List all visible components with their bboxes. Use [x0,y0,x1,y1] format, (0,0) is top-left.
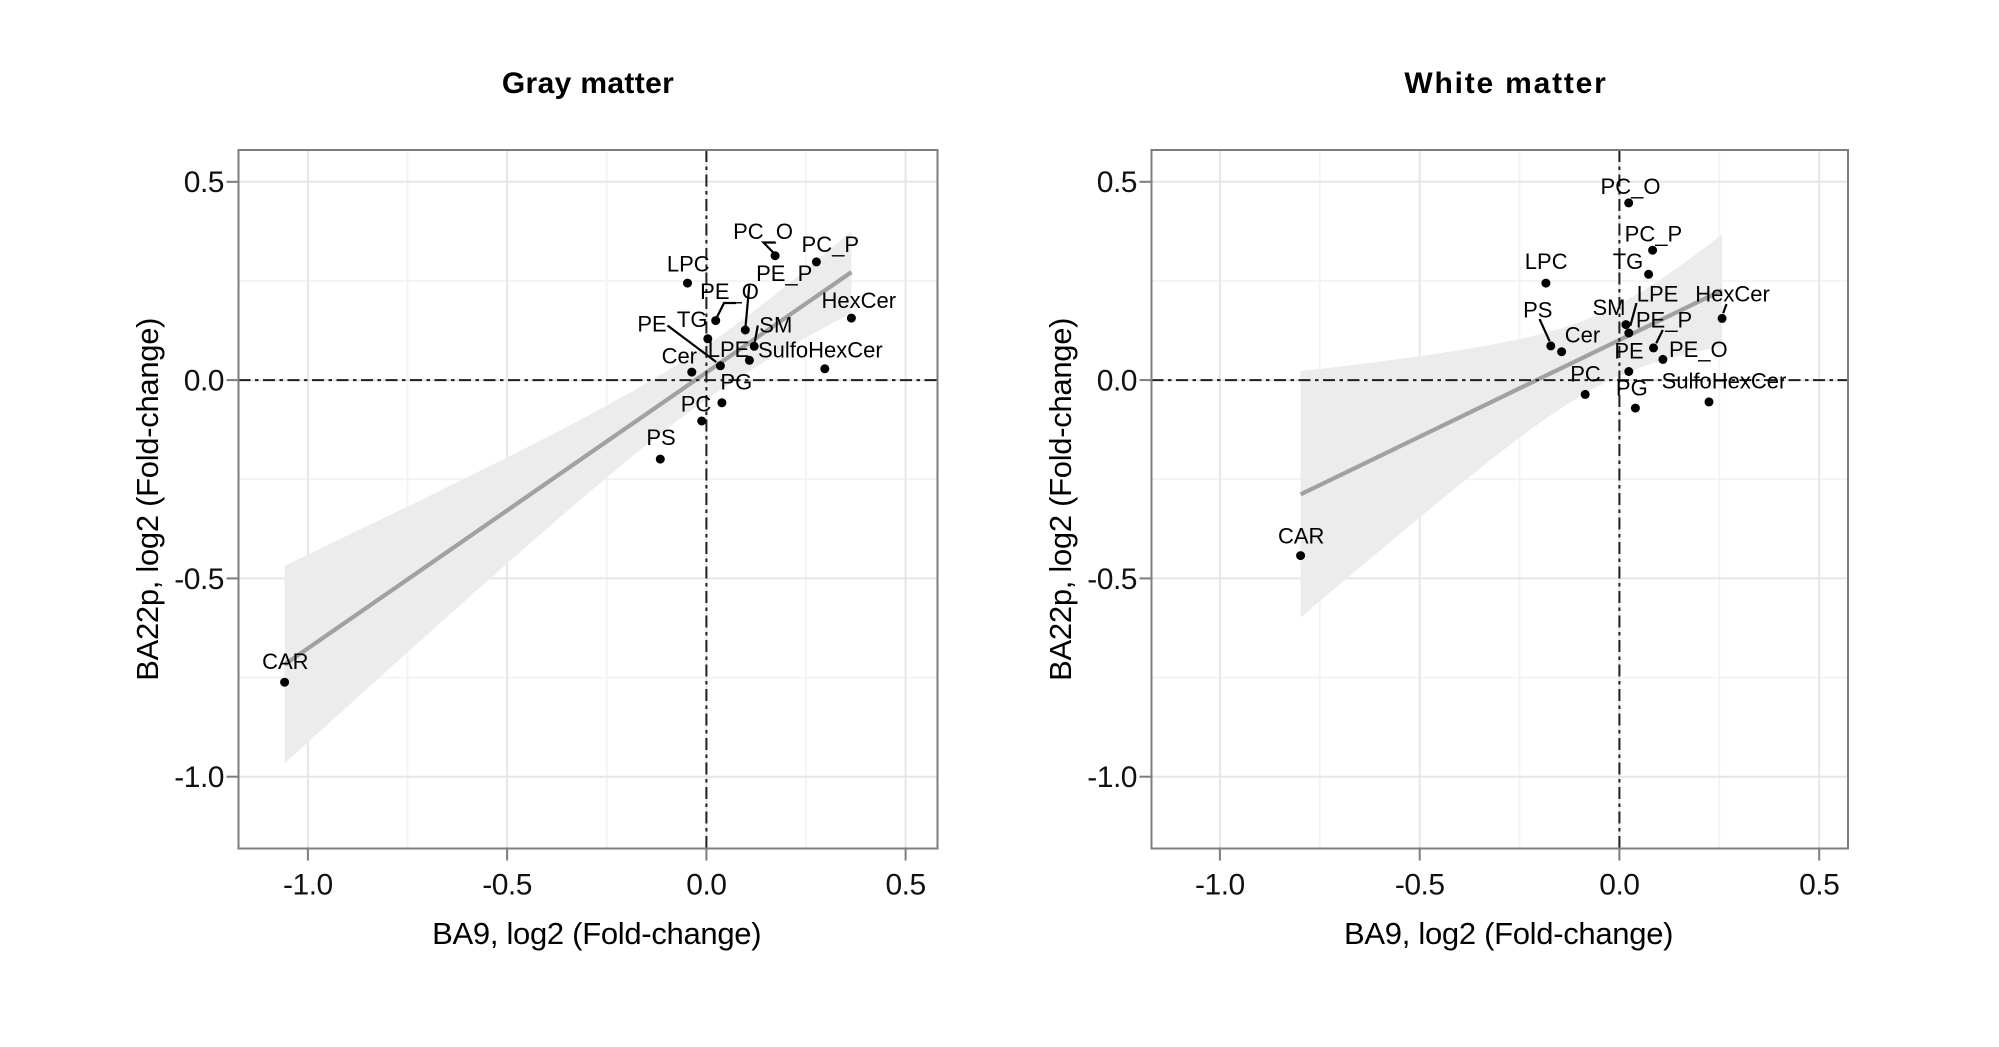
svg-text:PE: PE [1614,338,1643,363]
svg-text:LPC: LPC [1525,249,1568,274]
svg-text:SulfoHexCer: SulfoHexCer [758,338,883,363]
svg-text:Cer: Cer [662,344,697,369]
svg-text:BA9, log2 (Fold-change): BA9, log2 (Fold-change) [1344,916,1673,951]
svg-text:0.0: 0.0 [686,869,726,902]
svg-text:PC: PC [681,392,712,417]
svg-text:PC_P: PC_P [802,232,859,257]
svg-text:BA22p, log2 (Fold-change): BA22p, log2 (Fold-change) [1043,318,1078,681]
svg-text:0.0: 0.0 [1097,365,1137,398]
svg-text:PE_O: PE_O [700,279,759,304]
svg-text:CAR: CAR [262,649,308,674]
svg-text:BA9, log2 (Fold-change): BA9, log2 (Fold-change) [432,916,761,951]
svg-text:TG: TG [1613,249,1644,274]
svg-text:PS: PS [1523,297,1552,322]
svg-text:-0.5: -0.5 [1087,563,1137,596]
svg-text:White matter: White matter [1404,67,1607,100]
svg-text:-1.0: -1.0 [1195,869,1245,902]
svg-text:-0.5: -0.5 [174,563,224,596]
svg-text:PC_P: PC_P [1625,222,1682,247]
svg-text:Gray matter: Gray matter [502,67,674,100]
svg-text:PE_P: PE_P [1636,308,1692,333]
svg-text:-1.0: -1.0 [283,869,333,902]
svg-text:LPC: LPC [667,252,710,277]
svg-text:LPE: LPE [1637,282,1679,307]
svg-text:-0.5: -0.5 [482,869,532,902]
svg-text:PG: PG [720,370,752,395]
svg-text:0.5: 0.5 [184,166,224,199]
svg-text:PG: PG [1616,376,1648,401]
svg-text:SM: SM [759,312,792,337]
svg-text:PC: PC [1570,362,1601,387]
svg-text:SulfoHexCer: SulfoHexCer [1662,369,1787,394]
svg-text:PC_O: PC_O [1601,174,1661,199]
svg-text:LPE: LPE [708,337,750,362]
svg-text:PE_O: PE_O [1669,337,1728,362]
svg-text:PE: PE [637,311,666,336]
svg-text:PS: PS [646,425,675,450]
svg-text:CAR: CAR [1278,523,1324,548]
svg-text:-1.0: -1.0 [174,761,224,794]
svg-text:0.0: 0.0 [184,365,224,398]
svg-text:-0.5: -0.5 [1395,869,1445,902]
svg-text:HexCer: HexCer [1695,282,1770,307]
svg-text:SM: SM [1593,295,1626,320]
svg-text:0.0: 0.0 [1599,869,1639,902]
svg-text:TG: TG [677,307,708,332]
svg-text:BA22p, log2 (Fold-change): BA22p, log2 (Fold-change) [130,318,165,681]
svg-text:HexCer: HexCer [822,288,897,313]
svg-text:0.5: 0.5 [1097,166,1137,199]
svg-text:-1.0: -1.0 [1087,761,1137,794]
svg-text:0.5: 0.5 [1799,869,1839,902]
svg-text:Cer: Cer [1565,323,1600,348]
svg-text:0.5: 0.5 [885,869,925,902]
svg-text:PC_O: PC_O [733,219,793,244]
svg-text:PE_P: PE_P [756,261,812,286]
